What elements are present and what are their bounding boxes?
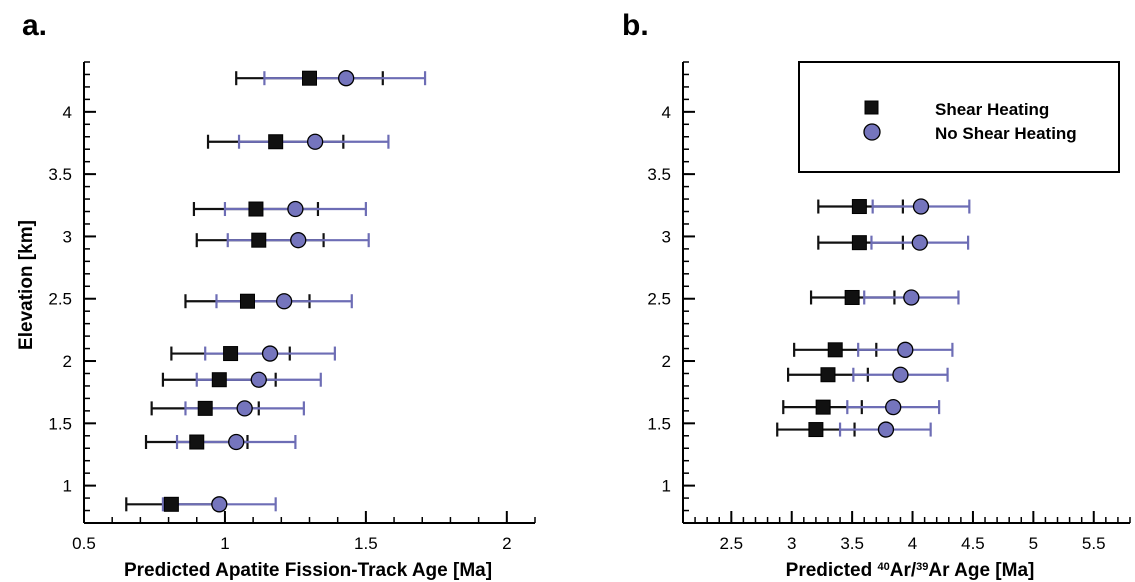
x-tick-label: 3	[787, 534, 796, 553]
shear-point-square	[851, 199, 867, 215]
legend-shear-square-icon	[864, 100, 879, 115]
y-tick-label: 3	[662, 227, 671, 246]
y-tick-label: 1.5	[48, 414, 72, 433]
x-tick-label: 0.5	[72, 534, 96, 553]
shear-point-square	[197, 400, 213, 416]
no-shear-point-circle	[211, 496, 228, 513]
shear-point-square	[251, 232, 267, 248]
panel-a-label: a.	[22, 9, 47, 42]
legend-no-shear-label: No Shear Heating	[935, 124, 1077, 143]
shear-point-square	[268, 134, 284, 150]
legend-box	[798, 61, 1120, 173]
y-tick-label: 2.5	[647, 290, 671, 309]
y-tick-label: 2	[63, 352, 72, 371]
no-shear-point-circle	[892, 366, 909, 383]
shear-point-square	[820, 367, 836, 383]
shear-point-square	[844, 289, 860, 305]
shear-point-square	[223, 346, 239, 362]
y-tick-label: 2.5	[48, 290, 72, 309]
x-tick-label: 5.5	[1082, 534, 1106, 553]
shear-point-square	[827, 342, 843, 358]
panel-b-error-bars	[776, 199, 971, 437]
y-tick-label: 4	[63, 103, 72, 122]
x-tick-label: 2.5	[720, 534, 744, 553]
panel-b: b. 2.5 3 3.5 4 4.5 5 5.5 1 1.5 2 2.5 3 3.5 4 Predicte…	[622, 9, 1131, 581]
shear-point-square	[189, 434, 205, 450]
y-tick-label: 3	[63, 227, 72, 246]
legend: Shear Heating No Shear Heating	[798, 61, 1120, 173]
panel-b-axes: 2.5 3 3.5 4 4.5 5 5.5 1 1.5 2 2.5 3 3.5 4	[647, 61, 1131, 553]
panel-a-markers	[163, 70, 355, 513]
shear-point-square	[163, 496, 179, 512]
y-tick-label: 3.5	[48, 165, 72, 184]
panel-b-x-axis-title: Predicted 40Ar/39Ar Age [Ma]	[786, 560, 1035, 581]
shear-point-square	[851, 235, 867, 251]
no-shear-point-circle	[877, 421, 895, 438]
y-tick-label: 1.5	[647, 414, 671, 433]
x-tick-label: 4	[908, 534, 917, 553]
shear-point-square	[815, 399, 831, 415]
legend-no-shear-circle-icon	[863, 123, 881, 141]
shear-point-square	[302, 70, 317, 86]
no-shear-point-circle	[290, 232, 307, 249]
legend-shear-label: Shear Heating	[935, 100, 1049, 119]
y-tick-label: 1	[662, 477, 671, 496]
y-tick-label: 1	[63, 477, 72, 496]
panel-b-markers	[808, 198, 930, 438]
y-tick-label: 3.5	[647, 165, 671, 184]
no-shear-point-circle	[911, 234, 928, 251]
x-tick-label: 2	[502, 534, 511, 553]
no-shear-point-circle	[912, 198, 930, 215]
shear-point-square	[211, 372, 227, 388]
x-tick-label: 1.5	[354, 534, 378, 553]
no-shear-point-circle	[337, 70, 355, 87]
panel-a: a. 0.5 1 1.5 2 1 1.5 2 2.5 3 3.5 4 Predicted Apati…	[16, 9, 536, 581]
no-shear-point-circle	[250, 371, 267, 388]
no-shear-point-circle	[275, 293, 293, 310]
panel-a-x-axis-title: Predicted Apatite Fission-Track Age [Ma]	[124, 560, 492, 581]
y-tick-label: 2	[662, 352, 671, 371]
x-tick-label: 4.5	[961, 534, 985, 553]
no-shear-point-circle	[287, 200, 304, 218]
panel-a-axes: 0.5 1 1.5 2 1 1.5 2 2.5 3 3.5 4	[48, 61, 536, 553]
no-shear-point-circle	[903, 289, 920, 306]
shear-point-square	[808, 422, 824, 438]
x-tick-label: 5	[1029, 534, 1038, 553]
panel-b-label: b.	[622, 9, 649, 42]
no-shear-point-circle	[261, 345, 279, 362]
shear-point-square	[248, 201, 264, 217]
no-shear-point-circle	[897, 341, 914, 358]
no-shear-point-circle	[306, 133, 324, 150]
no-shear-point-circle	[228, 433, 245, 451]
x-tick-label: 3.5	[840, 534, 864, 553]
shear-point-square	[239, 293, 255, 309]
no-shear-point-circle	[236, 400, 253, 417]
no-shear-point-circle	[885, 398, 902, 416]
x-tick-label: 1	[220, 534, 229, 553]
y-tick-label: 4	[662, 103, 671, 122]
panel-a-y-axis-title: Elevation [km]	[16, 220, 37, 350]
